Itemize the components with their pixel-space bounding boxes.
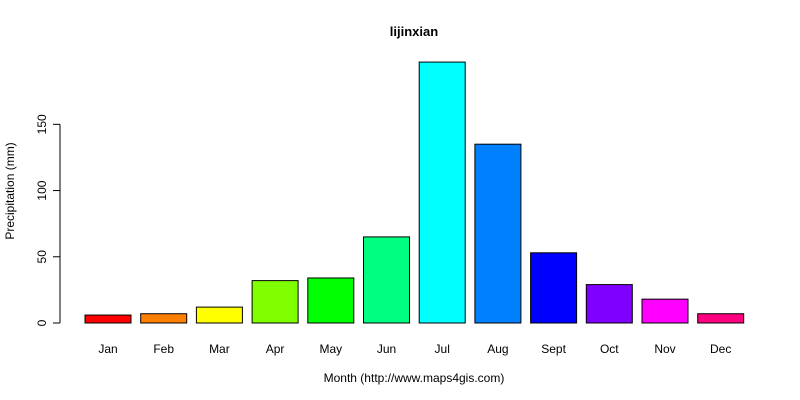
- x-tick-label-mar: Mar: [209, 342, 230, 356]
- bar-may: [307, 277, 355, 324]
- bar-mar: [195, 306, 243, 324]
- x-tick-label-apr: Apr: [266, 342, 285, 356]
- x-tick-label-feb: Feb: [153, 342, 174, 356]
- x-tick-label-jul: Jul: [435, 342, 450, 356]
- x-tick-label-jan: Jan: [98, 342, 117, 356]
- bar-nov: [641, 298, 689, 324]
- bar-apr: [251, 280, 299, 324]
- x-tick-labels: Jan Feb Mar Apr May Jun Jul Aug Sept Oct Nov Dec: [98, 342, 731, 356]
- x-tick-label-oct: Oct: [600, 342, 619, 356]
- x-tick-label-sept: Sept: [541, 342, 566, 356]
- bar-dec: [697, 313, 745, 324]
- bar-feb: [140, 313, 188, 324]
- x-tick-label-aug: Aug: [487, 342, 508, 356]
- x-tick-label-may: May: [319, 342, 342, 356]
- x-tick-label-jun: Jun: [377, 342, 396, 356]
- y-axis-title: Precipitation (mm): [3, 142, 17, 239]
- x-axis-title: Month (http://www.maps4gis.com): [324, 371, 505, 385]
- bar-aug: [474, 143, 522, 324]
- bar-jan: [84, 314, 132, 324]
- bar-jul: [418, 61, 466, 324]
- bar-jun: [363, 236, 410, 324]
- y-axis: 0 50 100 150: [35, 114, 61, 326]
- bar-oct: [585, 284, 633, 324]
- bar-sept: [530, 252, 578, 324]
- chart-title: lijinxian: [390, 24, 438, 39]
- y-tick-label: 0: [35, 319, 49, 326]
- bars-group: [84, 61, 745, 324]
- y-tick-label: 150: [35, 114, 49, 134]
- x-tick-label-dec: Dec: [710, 342, 731, 356]
- x-tick-label-nov: Nov: [654, 342, 675, 356]
- y-tick-label: 100: [35, 180, 49, 200]
- y-tick-label: 50: [35, 250, 49, 264]
